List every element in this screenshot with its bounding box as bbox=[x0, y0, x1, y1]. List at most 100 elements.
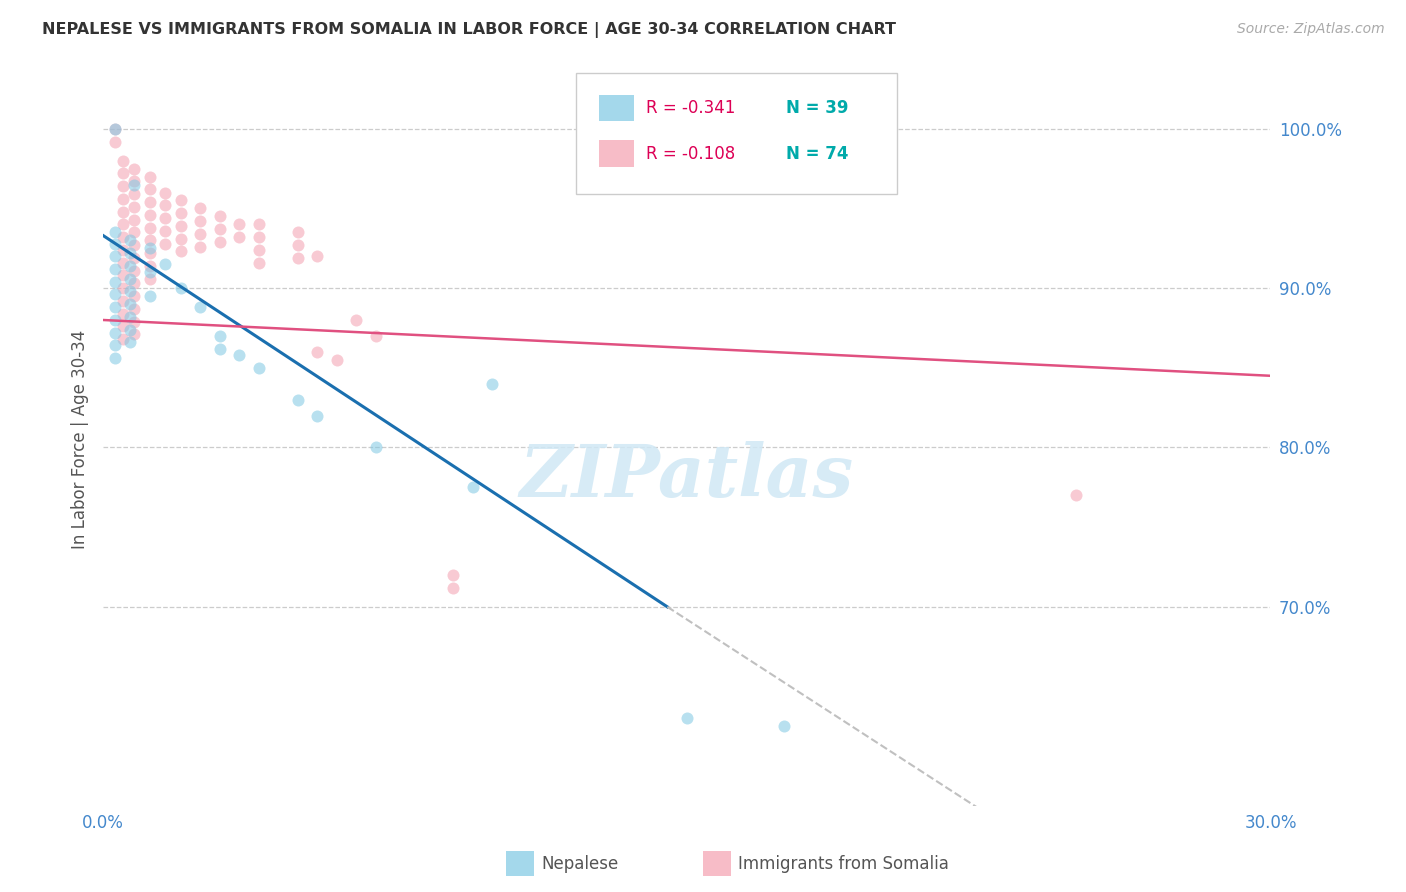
Text: Source: ZipAtlas.com: Source: ZipAtlas.com bbox=[1237, 22, 1385, 37]
Point bbox=[120, 285, 142, 299]
Point bbox=[307, 344, 329, 359]
Point bbox=[139, 259, 162, 273]
Point bbox=[120, 322, 142, 336]
Point bbox=[190, 227, 212, 241]
Point bbox=[139, 265, 162, 279]
Point bbox=[139, 182, 162, 196]
Point bbox=[111, 230, 134, 244]
Point bbox=[111, 204, 134, 219]
Point bbox=[104, 287, 127, 301]
Point bbox=[170, 194, 193, 208]
Point bbox=[208, 235, 231, 249]
Point bbox=[773, 719, 796, 733]
Point bbox=[120, 259, 142, 273]
Point bbox=[120, 271, 142, 285]
Point bbox=[122, 174, 145, 188]
Point bbox=[111, 293, 134, 308]
Point bbox=[122, 251, 145, 265]
Point bbox=[139, 241, 162, 255]
Point bbox=[104, 313, 127, 327]
Text: R = -0.341: R = -0.341 bbox=[645, 99, 735, 117]
Point bbox=[481, 376, 503, 391]
Point bbox=[287, 392, 309, 407]
Point bbox=[122, 212, 145, 227]
Point bbox=[441, 581, 464, 595]
Point bbox=[170, 206, 193, 220]
Point bbox=[344, 313, 367, 327]
Text: NEPALESE VS IMMIGRANTS FROM SOMALIA IN LABOR FORCE | AGE 30-34 CORRELATION CHART: NEPALESE VS IMMIGRANTS FROM SOMALIA IN L… bbox=[42, 22, 896, 38]
Point bbox=[287, 238, 309, 252]
Text: N = 39: N = 39 bbox=[786, 99, 848, 117]
Point bbox=[122, 178, 145, 192]
Point bbox=[675, 711, 697, 725]
Point bbox=[228, 218, 250, 232]
Point bbox=[122, 315, 145, 329]
Point bbox=[111, 281, 134, 295]
Point bbox=[104, 351, 127, 366]
Point bbox=[228, 230, 250, 244]
Point bbox=[247, 243, 270, 257]
Point bbox=[139, 169, 162, 184]
Point bbox=[228, 348, 250, 362]
Point bbox=[122, 238, 145, 252]
Text: N = 74: N = 74 bbox=[786, 145, 848, 162]
Point bbox=[170, 244, 193, 259]
Point bbox=[104, 249, 127, 263]
Point bbox=[155, 198, 177, 212]
Point bbox=[139, 220, 162, 235]
Point bbox=[122, 161, 145, 176]
Point bbox=[111, 319, 134, 334]
Point bbox=[111, 153, 134, 168]
Point bbox=[122, 289, 145, 303]
Point bbox=[122, 327, 145, 342]
Point bbox=[170, 232, 193, 246]
Point bbox=[155, 224, 177, 238]
Point bbox=[139, 208, 162, 222]
FancyBboxPatch shape bbox=[599, 140, 634, 167]
Point bbox=[155, 236, 177, 251]
Point bbox=[1064, 488, 1087, 502]
Point bbox=[139, 271, 162, 285]
Text: Nepalese: Nepalese bbox=[541, 855, 619, 873]
Point bbox=[155, 186, 177, 200]
Point bbox=[307, 249, 329, 263]
Point bbox=[170, 219, 193, 233]
Point bbox=[104, 236, 127, 251]
Point bbox=[139, 289, 162, 303]
Point bbox=[190, 240, 212, 254]
Point bbox=[111, 179, 134, 194]
Point bbox=[364, 329, 387, 343]
Point bbox=[170, 281, 193, 295]
Point bbox=[104, 225, 127, 239]
Point bbox=[208, 222, 231, 236]
Point bbox=[139, 246, 162, 260]
Point bbox=[287, 251, 309, 265]
Point bbox=[111, 192, 134, 206]
Point bbox=[104, 300, 127, 314]
Point bbox=[190, 202, 212, 216]
Point bbox=[307, 409, 329, 423]
Point bbox=[247, 360, 270, 375]
Point bbox=[208, 210, 231, 224]
Point bbox=[122, 200, 145, 214]
Point bbox=[122, 225, 145, 239]
FancyBboxPatch shape bbox=[576, 73, 897, 194]
Point bbox=[120, 297, 142, 311]
Point bbox=[122, 187, 145, 202]
Point bbox=[287, 225, 309, 239]
Point bbox=[111, 307, 134, 321]
Point bbox=[104, 275, 127, 289]
Point bbox=[111, 255, 134, 269]
Point bbox=[111, 218, 134, 232]
Point bbox=[111, 243, 134, 257]
Point bbox=[247, 255, 270, 269]
Point bbox=[190, 300, 212, 314]
Point bbox=[190, 214, 212, 228]
Point bbox=[111, 268, 134, 283]
Point bbox=[461, 480, 484, 494]
Point bbox=[208, 329, 231, 343]
Point bbox=[325, 352, 347, 367]
FancyBboxPatch shape bbox=[599, 95, 634, 121]
Point bbox=[120, 246, 142, 260]
Point bbox=[104, 121, 127, 136]
